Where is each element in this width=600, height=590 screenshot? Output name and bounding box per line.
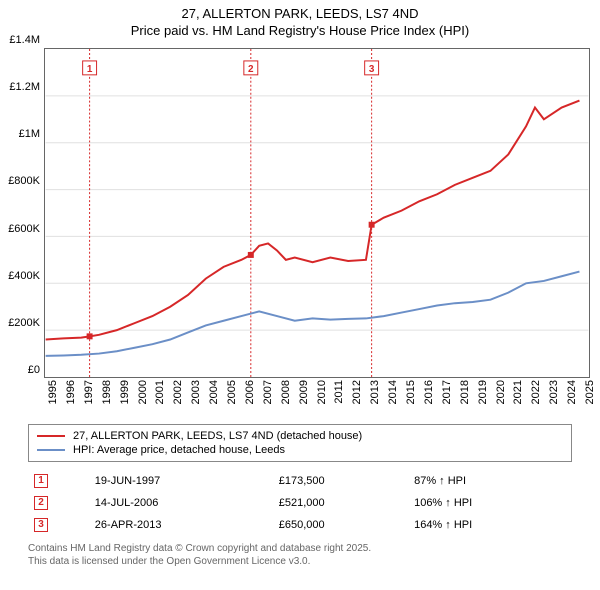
transaction-date: 26-APR-2013: [89, 514, 273, 536]
x-tick-label: 2006: [244, 380, 256, 404]
x-tick-label: 1997: [83, 380, 95, 404]
x-axis: 1995 1996 1997 1998 1999 2000 2001 2002 2003 2004…: [44, 378, 590, 418]
x-tick-label: 2021: [512, 380, 524, 404]
x-tick-label: 2010: [316, 380, 328, 404]
legend-row: HPI: Average price, detached house, Leed…: [37, 443, 563, 457]
x-tick-label: 2002: [172, 380, 184, 404]
x-tick-label: 1999: [119, 380, 131, 404]
y-tick-label: £0: [28, 364, 40, 376]
footer-line-2: This data is licensed under the Open Gov…: [28, 555, 572, 568]
x-tick-label: 2003: [190, 380, 202, 404]
svg-text:1: 1: [87, 64, 93, 75]
x-tick-label: 2012: [351, 380, 363, 404]
transaction-marker: 1: [34, 474, 48, 488]
y-tick-label: £200K: [8, 317, 40, 329]
transaction-date: 14-JUL-2006: [89, 492, 273, 514]
x-tick-label: 2007: [262, 380, 274, 404]
transaction-price: £650,000: [273, 514, 408, 536]
transaction-pct: 164% ↑ HPI: [408, 514, 572, 536]
legend-box: 27, ALLERTON PARK, LEEDS, LS7 4ND (detac…: [28, 424, 572, 462]
transactions-table: 1 19-JUN-1997£173,50087% ↑ HPI 2 14-JUL-200…: [28, 470, 572, 536]
legend-row: 27, ALLERTON PARK, LEEDS, LS7 4ND (detac…: [37, 429, 563, 443]
x-tick-label: 1998: [101, 380, 113, 404]
title-line-1: 27, ALLERTON PARK, LEEDS, LS7 4ND: [0, 6, 600, 23]
chart-svg: 1 2 3: [45, 49, 589, 377]
x-tick-label: 2017: [441, 380, 453, 404]
x-tick-label: 1995: [47, 380, 59, 404]
x-tick-label: 2001: [154, 380, 166, 404]
x-tick-label: 2009: [298, 380, 310, 404]
legend-label: HPI: Average price, detached house, Leed…: [73, 444, 285, 456]
svg-text:3: 3: [369, 64, 375, 75]
legend-label: 27, ALLERTON PARK, LEEDS, LS7 4ND (detac…: [73, 430, 362, 442]
x-tick-label: 2018: [459, 380, 471, 404]
transaction-date: 19-JUN-1997: [89, 470, 273, 492]
x-tick-label: 2011: [333, 380, 345, 404]
table-row: 1 19-JUN-1997£173,50087% ↑ HPI: [28, 470, 572, 492]
x-tick-label: 1996: [65, 380, 77, 404]
x-tick-label: 2015: [405, 380, 417, 404]
title-line-2: Price paid vs. HM Land Registry's House …: [0, 23, 600, 40]
x-tick-label: 2000: [137, 380, 149, 404]
x-tick-label: 2004: [208, 380, 220, 404]
y-axis: £0£200K£400K£600K£800K£1M£1.2M£1.4M: [0, 40, 44, 370]
x-tick-label: 2013: [369, 380, 381, 404]
x-tick-label: 2019: [477, 380, 489, 404]
x-tick-label: 2022: [530, 380, 542, 404]
footer-attribution: Contains HM Land Registry data © Crown c…: [28, 542, 572, 568]
legend-swatch: [37, 435, 65, 437]
transaction-price: £173,500: [273, 470, 408, 492]
x-tick-label: 2005: [226, 380, 238, 404]
y-tick-label: £1M: [19, 128, 40, 140]
x-tick-label: 2020: [495, 380, 507, 404]
table-row: 2 14-JUL-2006£521,000106% ↑ HPI: [28, 492, 572, 514]
x-tick-label: 2008: [280, 380, 292, 404]
y-tick-label: £600K: [8, 223, 40, 235]
transaction-marker: 3: [34, 518, 48, 532]
y-tick-label: £800K: [8, 175, 40, 187]
transaction-marker: 2: [34, 496, 48, 510]
x-tick-label: 2024: [566, 380, 578, 404]
transaction-pct: 87% ↑ HPI: [408, 470, 572, 492]
chart-plot-area: 1 2 3: [44, 48, 590, 378]
legend-swatch: [37, 449, 65, 451]
x-tick-label: 2023: [548, 380, 560, 404]
y-tick-label: £400K: [8, 270, 40, 282]
x-tick-label: 2025: [584, 380, 596, 404]
x-tick-label: 2014: [387, 380, 399, 404]
x-tick-label: 2016: [423, 380, 435, 404]
chart-title: 27, ALLERTON PARK, LEEDS, LS7 4ND Price …: [0, 0, 600, 40]
transaction-pct: 106% ↑ HPI: [408, 492, 572, 514]
footer-line-1: Contains HM Land Registry data © Crown c…: [28, 542, 572, 555]
y-tick-label: £1.2M: [9, 81, 40, 93]
table-row: 3 26-APR-2013£650,000164% ↑ HPI: [28, 514, 572, 536]
transaction-price: £521,000: [273, 492, 408, 514]
y-tick-label: £1.4M: [9, 34, 40, 46]
svg-text:2: 2: [248, 64, 254, 75]
